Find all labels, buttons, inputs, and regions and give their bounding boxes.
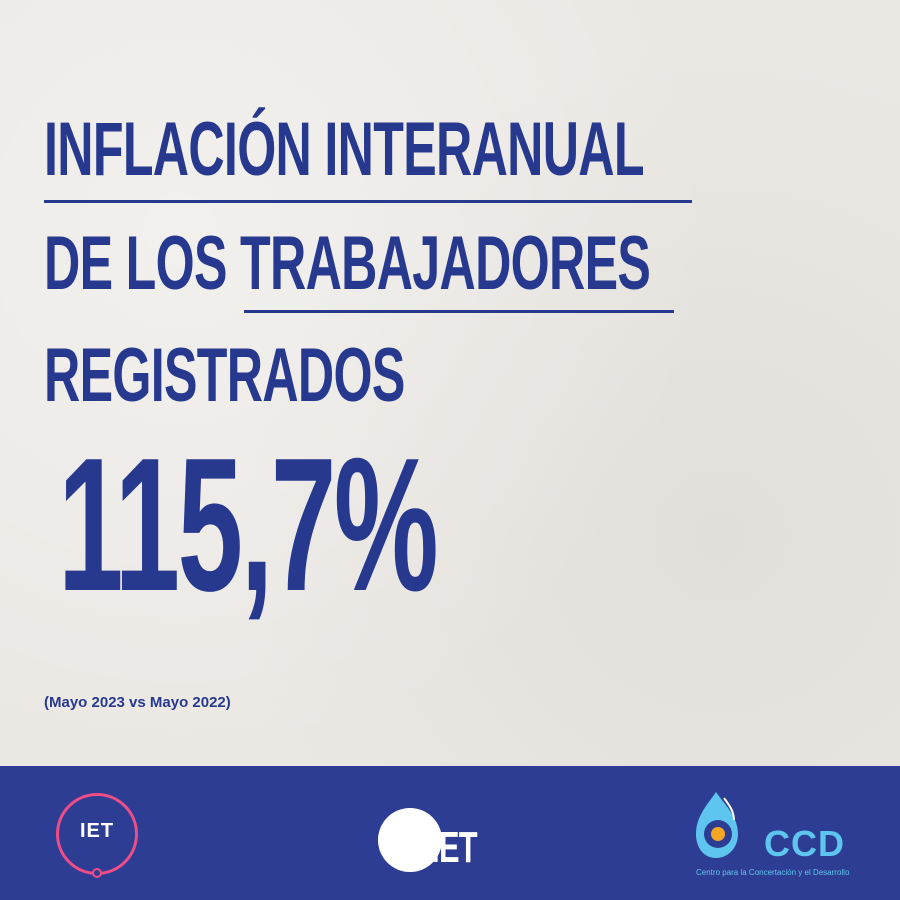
ccd-logo-subtitle: Centro para la Concertación y el Desarro…: [696, 868, 850, 877]
paper-background: [0, 0, 900, 766]
title-underline-1: [44, 200, 692, 203]
umet-logo-circle: [378, 808, 442, 872]
ccd-drop-icon: [696, 792, 738, 858]
iet-logo-text: IET: [79, 820, 115, 842]
title-line-2: DE LOS TRABAJADORES: [44, 221, 651, 306]
title-line-1: INFLACIÓN INTERANUAL: [44, 107, 644, 192]
period-note: (Mayo 2023 vs Mayo 2022): [44, 694, 231, 711]
ccd-logo-text: CCD: [764, 823, 845, 864]
title-underline-2: [244, 310, 674, 313]
umet-logo-text: MET: [414, 823, 478, 872]
inflation-value: 115,7%: [58, 419, 439, 631]
iet-logo-dot: [92, 868, 102, 878]
title-line-3: REGISTRADOS: [44, 333, 405, 418]
footer-bar: [0, 766, 900, 900]
